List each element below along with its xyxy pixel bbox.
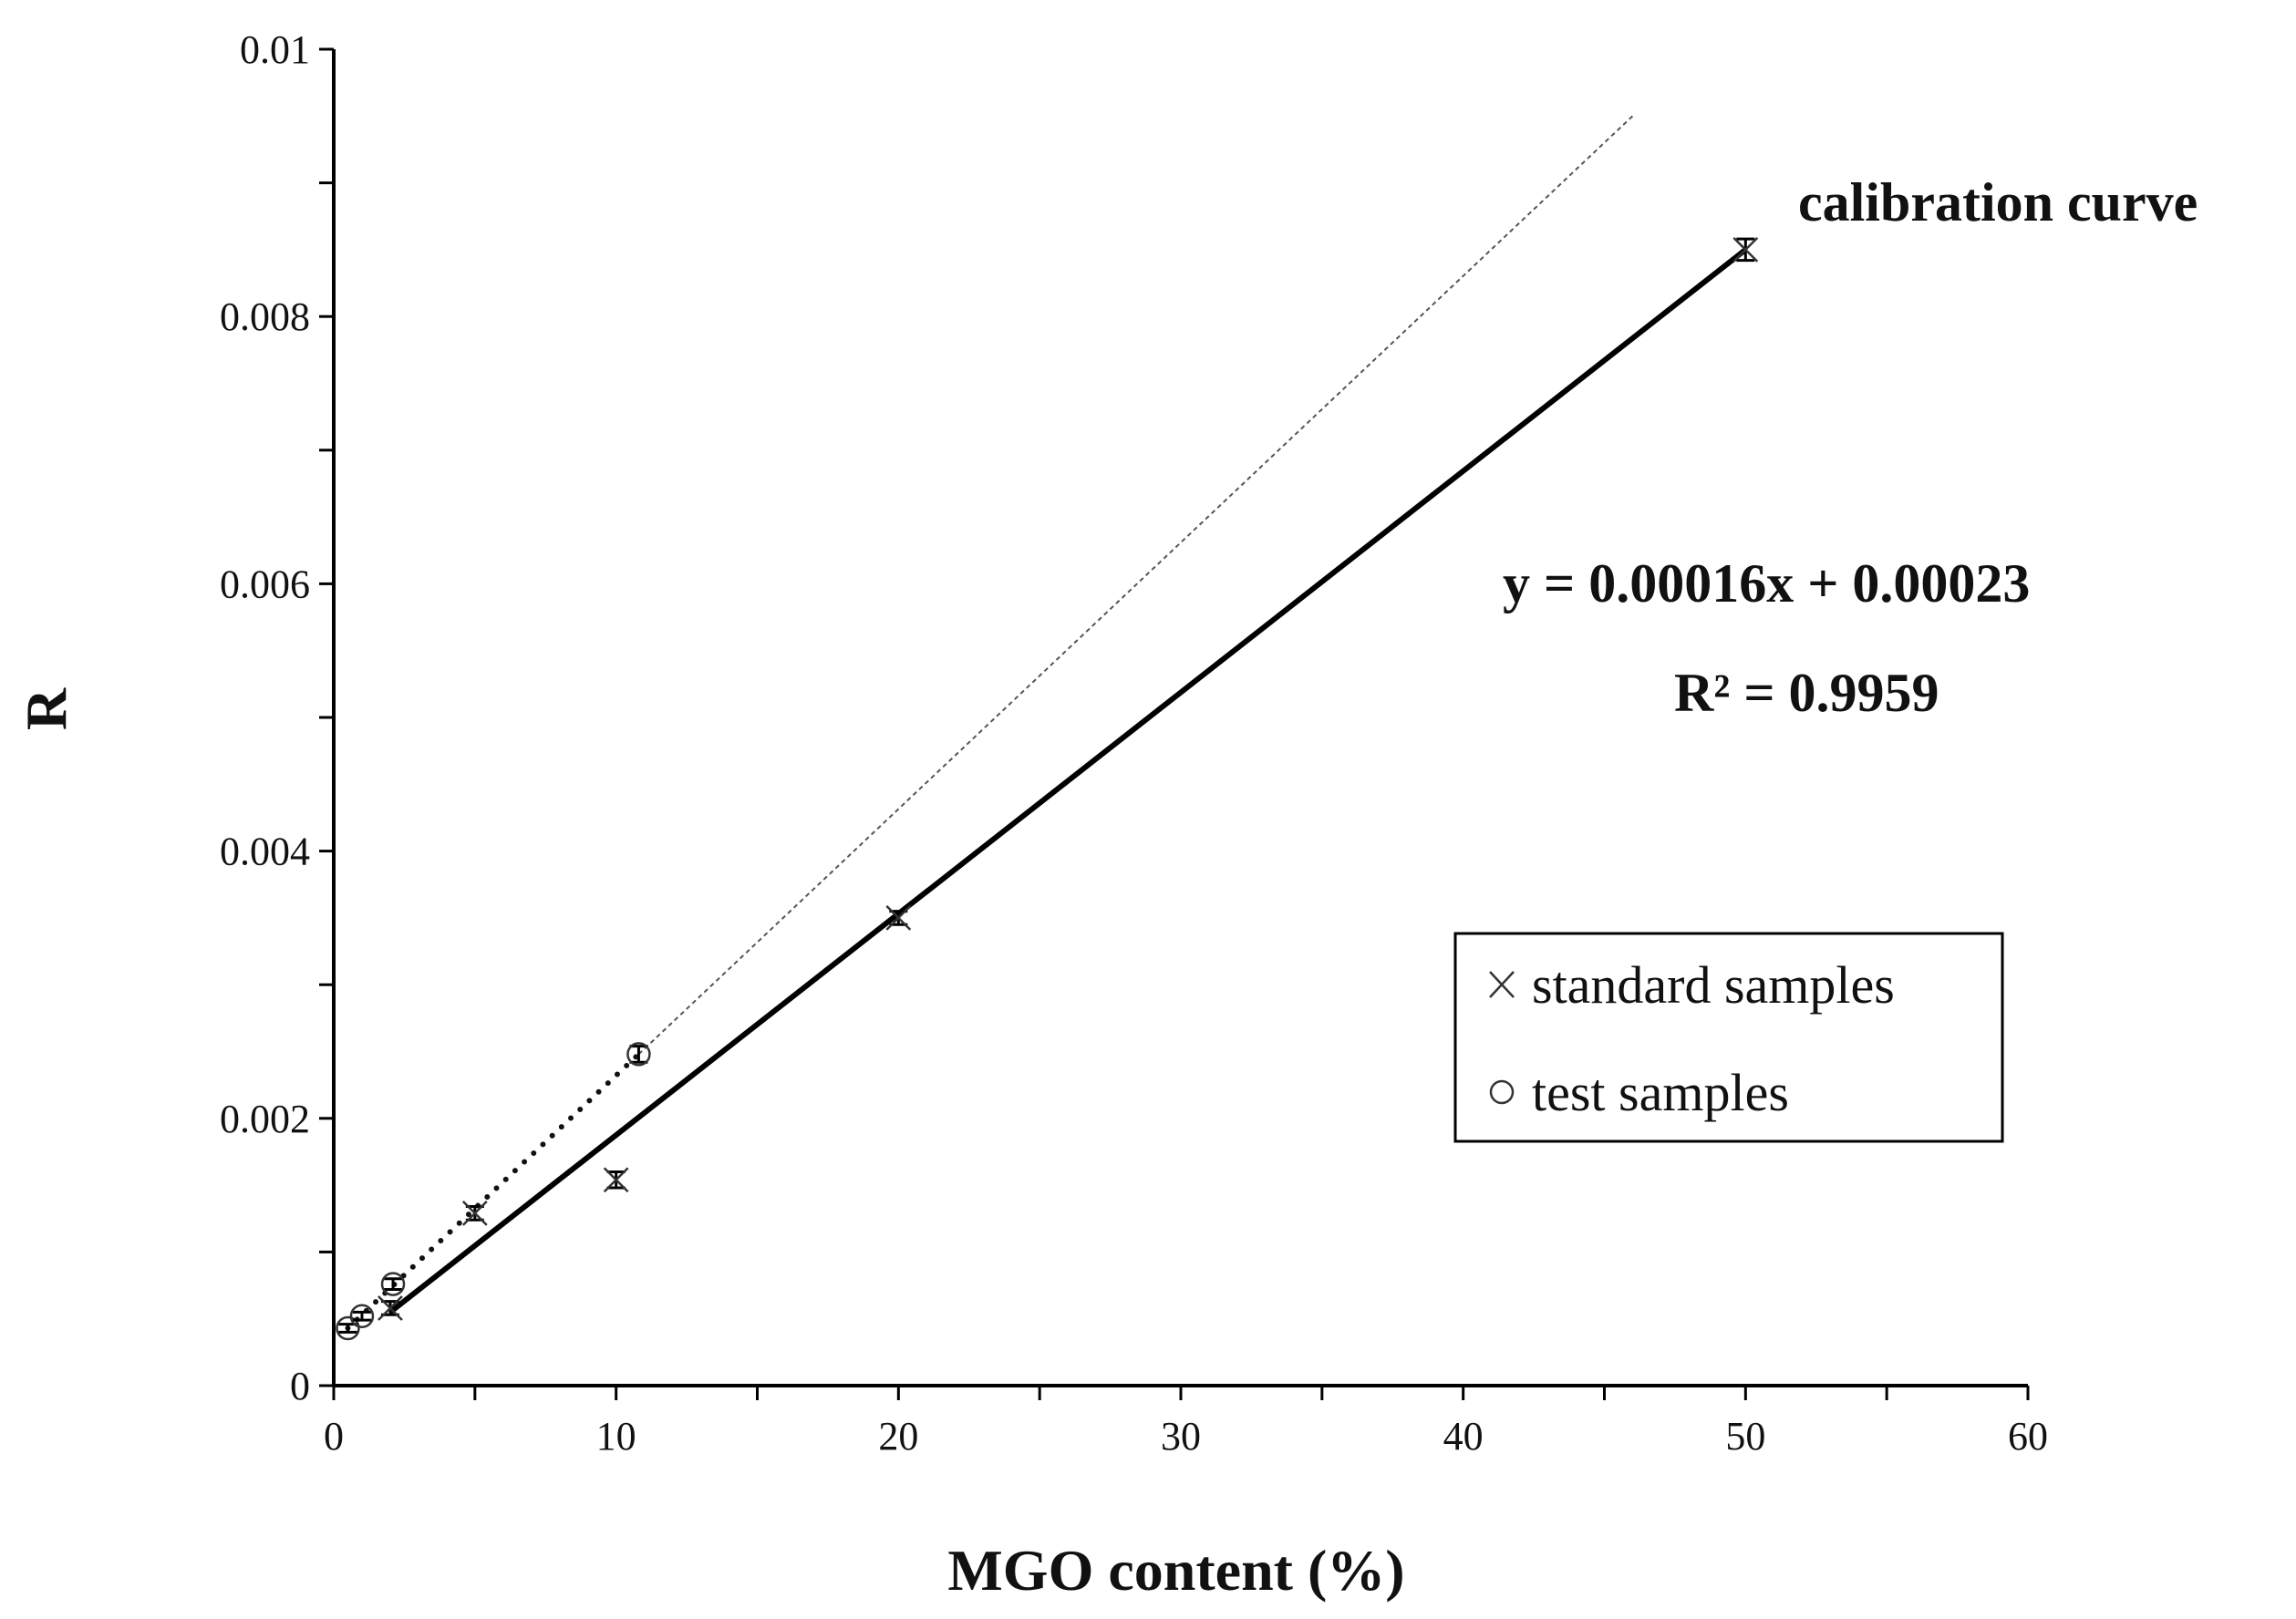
axes: 0 10 20 30 40 50 60 0 0.002 0.004 0.006 0.008 0.01 [220, 27, 2048, 1459]
fit-line-dotted [345, 1051, 642, 1331]
x-marker-stroke [1732, 237, 1759, 263]
standard-sample-point [1732, 237, 1759, 263]
y-tick-label: 0.01 [240, 27, 310, 72]
legend-label-test: test samples [1532, 1063, 1789, 1122]
data-marks [336, 237, 1759, 1341]
o-marker [336, 1315, 360, 1341]
x-tick-label: 60 [2008, 1414, 2048, 1459]
fit-line-solid [388, 247, 1748, 1315]
x-marker-stroke [461, 1201, 488, 1226]
legend-box [1453, 932, 2004, 1143]
o-marker [380, 1272, 406, 1296]
y-tick-label: 0 [290, 1364, 310, 1408]
standard-sample-point [461, 1201, 488, 1226]
test-sample-point [380, 1272, 406, 1296]
legend-o-marker [1489, 1079, 1515, 1105]
calibration-curve-label: calibration curve [1798, 172, 2198, 232]
x-axis-title: MGO content (%) [947, 1538, 1404, 1603]
standard-sample-point [377, 1295, 403, 1321]
x-marker-stroke [377, 1295, 403, 1321]
y-tick-label: 0.006 [220, 562, 310, 606]
r-squared-label: R² = 0.9959 [1674, 663, 1939, 723]
legend-x-marker [1489, 971, 1515, 998]
x-tick-label: 10 [596, 1414, 636, 1459]
fit-line-dashed-thin [637, 115, 1634, 1056]
legend: standard samples test samples [1453, 932, 2004, 1143]
x-tick-label: 40 [1443, 1414, 1484, 1459]
regression-equation: y = 0.00016x + 0.00023 [1503, 553, 2030, 614]
y-tick-label: 0.004 [220, 830, 310, 874]
y-axis-title: R [14, 687, 78, 730]
test-sample-point [349, 1304, 375, 1329]
y-tick-label: 0.002 [220, 1097, 310, 1141]
x-tick-label: 0 [324, 1414, 344, 1459]
x-marker-stroke [885, 905, 912, 931]
x-tick-label: 50 [1725, 1414, 1765, 1459]
test-sample-point [626, 1042, 651, 1067]
standard-sample-point [603, 1167, 629, 1193]
o-marker [626, 1042, 651, 1067]
standard-sample-point [885, 905, 912, 931]
x-tick-label: 20 [878, 1414, 918, 1459]
fit-lines [345, 115, 1748, 1331]
y-tick-label: 0.008 [220, 294, 310, 339]
o-marker [349, 1304, 375, 1329]
x-tick-label: 30 [1161, 1414, 1201, 1459]
legend-label-standard: standard samples [1532, 955, 1895, 1015]
x-marker-stroke [603, 1167, 629, 1193]
